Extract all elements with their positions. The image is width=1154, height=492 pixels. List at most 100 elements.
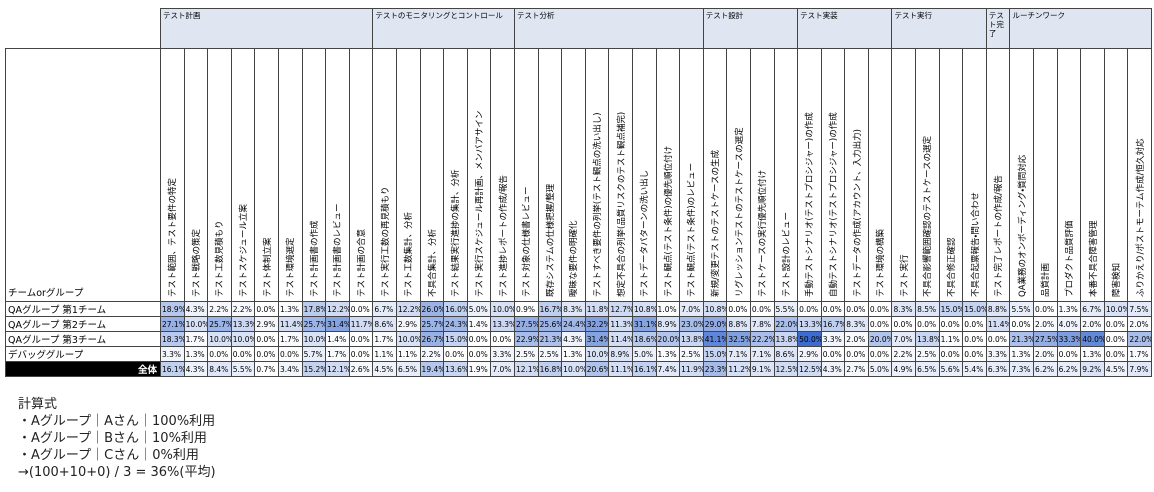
column-label: テストケースの実行優先順位付け xyxy=(758,169,769,297)
cell: 0.9% xyxy=(513,301,539,317)
cell: 2.9% xyxy=(254,316,279,332)
column-header: テスト計画書のレビュー xyxy=(325,48,350,302)
cell: 0.0% xyxy=(230,346,256,362)
cell: 2.9% xyxy=(797,346,822,362)
column-label: テスト計画書のレビュー xyxy=(333,203,344,297)
column-label: テスト環境選定 xyxy=(286,237,297,297)
cell: 10.0% xyxy=(395,331,421,347)
cell: 8.9% xyxy=(608,346,633,362)
cell: 33.3% xyxy=(1056,331,1082,347)
cell: 18.3% xyxy=(160,331,185,347)
column-label: 障害検知 xyxy=(1112,262,1123,297)
cell: 2.2% xyxy=(207,301,232,317)
cell: 32.5% xyxy=(726,331,751,347)
cell: 5.0% xyxy=(631,346,657,362)
cell: 8.6% xyxy=(372,316,397,332)
cell: 13.8% xyxy=(679,331,704,347)
column-header: 不具合起票報告・問い合わせ xyxy=(962,48,987,302)
column-label: 不具合起票報告・問い合わせ xyxy=(970,192,981,297)
column-label: 品質計画 xyxy=(1041,262,1052,297)
cell: 20.0% xyxy=(655,331,681,347)
cell: 22.2% xyxy=(749,331,775,347)
table-wrap: テスト計画 テストのモニタリングとコントロール テスト分析 テスト設計 テスト実装 テスト… xyxy=(5,8,1153,377)
cell: 6.7% xyxy=(372,301,397,317)
cell: 10.0% xyxy=(301,331,327,347)
column-header: リグレッションテストのテストケースの選定 xyxy=(726,48,751,302)
column-header: 手動テストシナリオ(テストプロシジャー)の作成 xyxy=(797,48,822,302)
column-header: 不具合修正確認 xyxy=(938,48,964,302)
cell: 8.5% xyxy=(915,301,940,317)
column-label: テスト戦略の策定 xyxy=(191,228,202,297)
cell: 0.0% xyxy=(867,316,893,332)
column-label: テスト環境の構築 xyxy=(876,228,887,297)
column-header: テストすべき要件の列挙(テスト観点の洗い出し) xyxy=(584,48,610,302)
cell: 8.8% xyxy=(985,301,1011,317)
column-label: テスト観点(テスト条件)のレビュー xyxy=(687,162,698,297)
cell: 0.0% xyxy=(348,301,374,317)
cell: 11.9% xyxy=(679,361,704,377)
cell: 11.3% xyxy=(608,316,633,332)
column-header: 自動テストシナリオ(テストプロシジャー)の作成 xyxy=(820,48,846,302)
cell: 10.0% xyxy=(183,316,209,332)
cell: 1.1% xyxy=(395,346,421,362)
cell: 0.0% xyxy=(962,331,987,347)
column-header: テスト実行スケジュール再計画、メンバアサイン xyxy=(466,48,492,302)
cell: 10.0% xyxy=(230,331,256,347)
cell: 2.0% xyxy=(844,331,869,347)
cell: 18.9% xyxy=(160,301,185,317)
cell: 7.3% xyxy=(1009,361,1035,377)
cell: 0.0% xyxy=(1056,346,1082,362)
cell: 6.5% xyxy=(395,361,421,377)
cell: 25.7% xyxy=(207,316,232,332)
cell: 22.0% xyxy=(1127,331,1153,347)
cell: 2.5% xyxy=(537,346,563,362)
cell: 7.1% xyxy=(726,346,751,362)
cell: 12.5% xyxy=(797,361,822,377)
column-header: 想定不具合の列挙(品質リスクのテスト観点補完) xyxy=(608,48,633,302)
cell: 23.0% xyxy=(679,316,704,332)
cell: 2.0% xyxy=(1033,346,1058,362)
column-label: テスト実行工数の再見積もり xyxy=(380,186,391,297)
cell: 15.0% xyxy=(938,301,964,317)
note-line: ・Aグループ｜Bさん｜10%利用 xyxy=(18,431,207,446)
group-row: テスト計画 テストのモニタリングとコントロール テスト分析 テスト設計 テスト実装 テスト… xyxy=(5,8,1153,49)
column-label: テスト完了レポートの作成/報告 xyxy=(994,175,1005,297)
cell: 4.5% xyxy=(1103,361,1129,377)
cell: 0.0% xyxy=(844,346,869,362)
cell: 13.3% xyxy=(490,316,515,332)
note-line: ・Aグループ｜Cさん｜0%利用 xyxy=(18,448,199,463)
cell: 1.3% xyxy=(277,301,303,317)
cell: 8.4% xyxy=(207,361,232,377)
cell: 20.0% xyxy=(867,331,893,347)
cell: 0.7% xyxy=(254,361,279,377)
column-row: チームorグループ テスト範囲、テスト要件の特定 テスト戦略の策定 テスト工数見積もり… xyxy=(5,48,1153,302)
column-label: 本番不具合障害管理 xyxy=(1088,220,1099,297)
cell: 12.1% xyxy=(513,361,539,377)
column-header: テスト範囲、テスト要件の特定 xyxy=(160,48,185,302)
data-row: QAグループ 第2チーム 27.1% 10.0% 25.7% 13.3% 2.9% 11.4… xyxy=(5,316,1153,332)
cell: 2.2% xyxy=(419,346,445,362)
cell: 4.3% xyxy=(561,331,586,347)
cell: 22.0% xyxy=(773,316,799,332)
column-label: 想定不具合の列挙(品質リスクのテスト観点補完) xyxy=(616,111,627,297)
cell: 0.0% xyxy=(1103,346,1129,362)
column-label: テスト範囲、テスト要件の特定 xyxy=(168,177,179,297)
cell: 7.0% xyxy=(679,301,704,317)
cell: 24.4% xyxy=(561,316,586,332)
cell: 1.7% xyxy=(1127,346,1153,362)
cell: 11.4% xyxy=(608,331,633,347)
column-header: テスト対象の仕様書レビュー xyxy=(513,48,539,302)
column-header: プロダクト品質評価 xyxy=(1056,48,1082,302)
group-header: テスト設計 xyxy=(702,8,799,49)
cell: 6.7% xyxy=(1080,301,1105,317)
cell: 7.1% xyxy=(749,346,775,362)
row-label: QAグループ 第2チーム xyxy=(5,316,161,332)
column-label: 既存システムの仕様把握/整理 xyxy=(545,183,556,297)
cell: 10.0% xyxy=(561,361,586,377)
cell: 0.0% xyxy=(726,301,751,317)
column-label: テストスケジュール立案 xyxy=(239,204,250,297)
group-header: テスト分析 xyxy=(513,8,704,49)
cell: 10.0% xyxy=(584,346,610,362)
column-label: 手動テストシナリオ(テストプロシジャー)の作成 xyxy=(805,112,816,297)
